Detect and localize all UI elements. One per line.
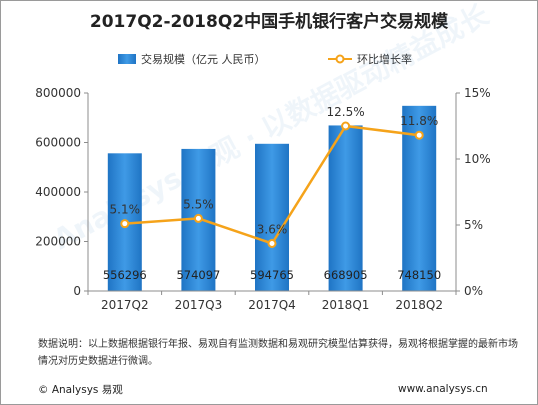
- legend-bar-label: 交易规模（亿元 人民币）: [141, 52, 266, 66]
- axes: 0 200000 400000 600000 800000 0% 5% 10% 15% 2017Q…: [35, 86, 490, 312]
- x-tick-label-2018Q1: 2018Q1: [322, 298, 370, 312]
- bar-value-label-2018Q2: 748150: [397, 268, 441, 282]
- footer-brand: © Analysys 易观: [38, 384, 123, 396]
- line-series: 5.1% 5.5% 3.6% 12.5% 11.8%: [110, 105, 438, 248]
- footer-url: www.analysys.cn: [398, 383, 488, 395]
- data-note: 数据说明：以上数据根据银行年报、易观自有监测数据和易观研究模型估算获得，易观将根…: [38, 339, 518, 367]
- growth-rate-label-2018Q2: 11.8%: [400, 114, 438, 128]
- bar-value-label-2017Q3: 574097: [176, 268, 220, 282]
- y-right-tick-label: 15%: [464, 86, 491, 100]
- chart-title: 2017Q2-2018Q2中国手机银行客户交易规模: [90, 11, 449, 32]
- legend: 交易规模（亿元 人民币） 环比增长率: [118, 52, 412, 66]
- bar-2017Q4: [255, 143, 289, 291]
- growth-rate-label-2018Q1: 12.5%: [327, 105, 365, 119]
- y-right-tick-label: 5%: [464, 218, 483, 232]
- legend-line-marker: [335, 54, 345, 64]
- bar-value-label-2017Q4: 594765: [250, 268, 294, 282]
- y-right-tick-label: 10%: [464, 152, 491, 166]
- growth-rate-label-2017Q4: 3.6%: [257, 222, 288, 236]
- y-right-tick-label: 0%: [464, 284, 483, 298]
- growth-rate-point-2018Q2: [414, 130, 424, 140]
- x-tick-label-2017Q4: 2017Q4: [248, 298, 296, 312]
- growth-rate-label-2017Q3: 5.5%: [183, 197, 214, 211]
- y-left-tick-label: 600000: [35, 136, 81, 150]
- growth-rate-label-2017Q2: 5.1%: [110, 203, 141, 217]
- growth-rate-point-2017Q3: [193, 213, 203, 223]
- x-tick-label-2017Q2: 2017Q2: [101, 298, 149, 312]
- legend-line-label: 环比增长率: [357, 52, 412, 66]
- legend-bar-swatch: [118, 54, 136, 64]
- y-left-tick-label: 800000: [35, 86, 81, 100]
- growth-rate-point-2017Q2: [120, 219, 130, 229]
- bar-series: 556296 574097 594765 668905 748150: [103, 105, 441, 291]
- x-tick-label-2018Q2: 2018Q2: [395, 298, 443, 312]
- bar-2018Q1: [328, 125, 363, 291]
- bar-value-label-2018Q1: 668905: [324, 268, 368, 282]
- y-left-tick-label: 200000: [35, 235, 81, 249]
- growth-rate-point-2017Q4: [267, 238, 277, 248]
- bar-value-label-2017Q2: 556296: [103, 268, 147, 282]
- y-left-tick-label: 0: [73, 284, 81, 298]
- growth-rate-point-2018Q1: [341, 121, 351, 131]
- y-left-tick-label: 400000: [35, 185, 81, 199]
- x-tick-label-2017Q3: 2017Q3: [175, 298, 223, 312]
